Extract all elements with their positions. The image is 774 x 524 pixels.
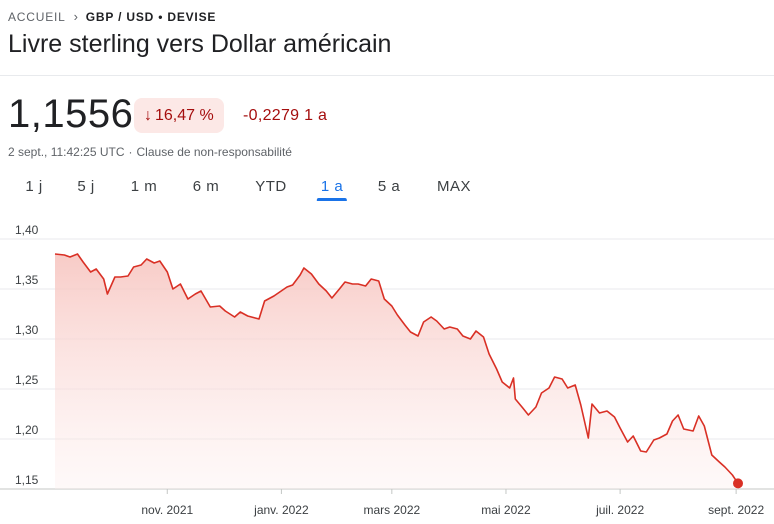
tab-ytd[interactable]: YTD (255, 178, 287, 195)
current-price: 1,1556 (8, 92, 134, 136)
tab-5-days[interactable]: 5 j (77, 178, 95, 195)
divider (0, 75, 774, 76)
arrow-down-icon: ↓ (144, 106, 152, 124)
x-tick-label: nov. 2021 (141, 503, 193, 517)
percent-change-value: 16,47 % (155, 106, 214, 124)
price-line (54, 253, 739, 484)
tab-1-day[interactable]: 1 j (25, 178, 43, 195)
percent-change-badge: ↓ 16,47 % (134, 98, 224, 133)
x-tick-label: janv. 2022 (253, 503, 309, 517)
breadcrumb: ACCUEIL › GBP / USD • DEVISE (8, 9, 216, 24)
chart-area (54, 253, 743, 489)
breadcrumb-home-link[interactable]: ACCUEIL (8, 9, 66, 24)
y-tick-label: 1,25 (15, 373, 39, 387)
tab-max[interactable]: MAX (436, 178, 472, 195)
x-tick-label: mai 2022 (481, 503, 531, 517)
x-axis: nov. 2021 janv. 2022 mars 2022 mai 2022 juil… (141, 489, 764, 517)
y-tick-label: 1,40 (15, 225, 39, 237)
quote-timestamp: 2 sept., 11:42:25 UTC (8, 145, 125, 159)
quote-meta: 2 sept., 11:42:25 UTC · Clause de non-resp… (8, 145, 292, 159)
y-axis: 1,40 1,35 1,30 1,25 1,20 1,15 (15, 225, 39, 487)
breadcrumb-current: GBP / USD • DEVISE (85, 9, 217, 24)
y-tick-label: 1,30 (15, 323, 39, 337)
tab-1-month[interactable]: 1 m (130, 178, 158, 195)
y-tick-label: 1,20 (15, 423, 39, 437)
x-tick-label: juil. 2022 (595, 503, 644, 517)
y-tick-label: 1,15 (15, 473, 39, 487)
tab-1-year[interactable]: 1 a (316, 178, 348, 201)
price-chart[interactable]: 1,40 1,35 1,30 1,25 1,20 1,15 nov. 2021 janv. … (0, 225, 774, 524)
chevron-right-icon: › (73, 9, 79, 24)
disclaimer-link[interactable]: Clause de non-responsabilité (136, 145, 292, 159)
y-tick-label: 1,35 (15, 273, 39, 287)
tab-5-years[interactable]: 5 a (377, 178, 401, 195)
tab-6-months[interactable]: 6 m (192, 178, 220, 195)
x-tick-label: mars 2022 (363, 503, 420, 517)
page-title: Livre sterling vers Dollar américain (8, 30, 392, 58)
absolute-change: -0,2279 1 a (243, 107, 328, 124)
area-fill (55, 254, 738, 489)
x-tick-label: sept. 2022 (708, 503, 764, 517)
last-price-dot (733, 478, 743, 489)
meta-separator: · (128, 145, 133, 159)
